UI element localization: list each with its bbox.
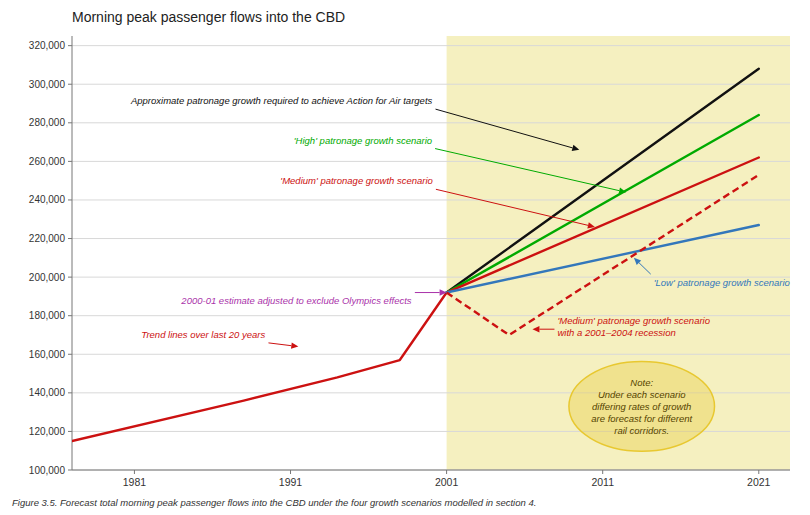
annotation-arrow [436, 189, 588, 225]
annotation-line: Trend lines over last 20 years [141, 329, 265, 340]
series-line [447, 175, 759, 335]
tick-label: 160,000 [29, 349, 66, 360]
grid-line [72, 45, 790, 46]
tick-mark [68, 45, 72, 46]
grid-line [72, 84, 790, 85]
annotation-arrowhead [291, 343, 298, 349]
tick-label: 2011 [591, 476, 614, 488]
tick-label: 120,000 [29, 426, 66, 437]
annotation-line: 'Low' patronage growth scenario [654, 277, 790, 288]
tick-mark [68, 315, 72, 316]
tick-label: 320,000 [29, 40, 66, 51]
annotation-arrow [436, 109, 573, 148]
annotation-text: Approximate patronage growth required to… [130, 95, 433, 106]
tick-mark [68, 238, 72, 239]
annotation-text: 2000-01 estimate adjusted to exclude Oly… [180, 295, 411, 306]
annotation-arrowhead [572, 145, 580, 151]
grid-line [72, 354, 790, 355]
annotation-arrow [415, 292, 440, 293]
tick-mark [68, 161, 72, 162]
grid-line [72, 161, 790, 162]
x-axis-line [72, 470, 790, 471]
tick-mark [446, 470, 447, 474]
annotation-arrow [639, 263, 651, 274]
note-line: rail corridors. [614, 425, 669, 436]
tick-label: 280,000 [29, 117, 66, 128]
tick-label: 200,000 [29, 272, 66, 283]
tick-label: 180,000 [29, 310, 66, 321]
grid-line [72, 199, 790, 200]
annotation-arrowhead [634, 258, 641, 265]
tick-mark [68, 277, 72, 278]
tick-mark [68, 431, 72, 432]
tick-label: 2001 [435, 476, 459, 488]
x-axis: 1981 1991 2001 2011 2021 [123, 470, 771, 488]
caption: Figure 3.5. Forecast total morning peak … [12, 497, 536, 508]
annotation-arrow [435, 149, 619, 191]
annotation-arrow [539, 329, 554, 330]
note: Note:Under each scenariodiffering rates … [569, 361, 715, 451]
annotation-line: 'Medium' patronage growth scenario [280, 175, 433, 186]
tick-mark [290, 470, 291, 474]
annotation-text: 'High' patronage growth scenario [294, 135, 432, 146]
annotation-text: 'Medium' patronage growth scenariowith a… [557, 315, 710, 338]
annotation-arrowhead [440, 289, 447, 295]
tick-mark [68, 122, 72, 123]
tick-mark [68, 392, 72, 393]
tick-label: 1991 [279, 476, 303, 488]
note-ellipse [569, 361, 715, 451]
tick-mark [758, 470, 759, 474]
note-line: are forecast for different [591, 413, 692, 424]
annotation-line: 'High' patronage growth scenario [294, 135, 432, 146]
y-axis: 100,000 120,000 140,000 160,000 180,000 200,0… [29, 40, 790, 475]
annotation-arrowhead [587, 222, 595, 228]
grid-line [72, 238, 790, 239]
chart: 100,000 120,000 140,000 160,000 180,000 200,0… [0, 0, 810, 515]
tick-label: 240,000 [29, 194, 66, 205]
note-line: differing rates of growth [592, 401, 691, 412]
tick-label: 140,000 [29, 387, 66, 398]
tick-label: 260,000 [29, 156, 66, 167]
annotation-arrowhead [619, 188, 627, 194]
annotation-arrow [268, 343, 291, 346]
tick-label: 100,000 [29, 465, 66, 476]
note-line: Under each scenario [598, 389, 686, 400]
grid-line [72, 470, 790, 471]
series-line [447, 69, 759, 293]
note-line: Note: [630, 377, 653, 388]
tick-mark [68, 199, 72, 200]
annotation-line: 2000-01 estimate adjusted to exclude Oly… [180, 295, 411, 306]
tick-mark [68, 354, 72, 355]
annotation-line: with a 2001–2004 recession [557, 327, 675, 338]
annotations: Approximate patronage growth required to… [130, 95, 790, 349]
note-text: Note:Under each scenariodiffering rates … [591, 377, 692, 436]
tick-mark [68, 84, 72, 85]
title: Morning peak passenger flows into the CB… [72, 9, 345, 25]
annotation-text: 'Medium' patronage growth scenario [280, 175, 433, 186]
tick-label: 300,000 [29, 79, 66, 90]
annotation-line: Approximate patronage growth required to… [130, 95, 433, 106]
tick-mark [602, 470, 603, 474]
annotation-text: 'Low' patronage growth scenario [654, 277, 790, 288]
tick-label: 220,000 [29, 233, 66, 244]
series-line [72, 293, 447, 442]
y-axis-line [72, 36, 73, 470]
tick-mark [68, 470, 72, 471]
tick-label: 2021 [747, 476, 771, 488]
tick-label: 1981 [123, 476, 147, 488]
annotation-text: Trend lines over last 20 years [141, 329, 265, 340]
tick-mark [134, 470, 135, 474]
series-line [447, 158, 759, 293]
series-line [447, 115, 759, 292]
annotation-line: 'Medium' patronage growth scenario [557, 315, 710, 326]
forecast-band [447, 36, 790, 470]
annotation-arrowhead [532, 326, 539, 332]
